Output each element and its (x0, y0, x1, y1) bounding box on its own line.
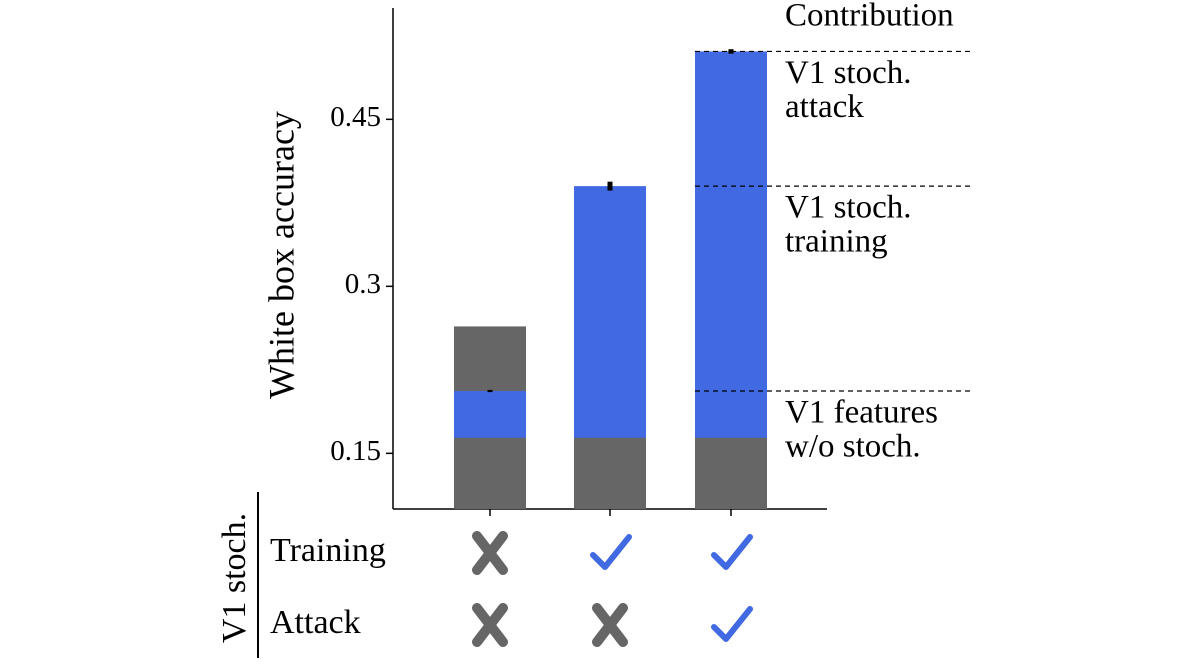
cross-icon (592, 603, 628, 647)
conditions-label: V1 stoch. (216, 513, 253, 643)
annotation: V1 stoch. (785, 55, 912, 91)
y-tick-label: 0.15 (330, 435, 381, 467)
y-axis-label: White box accuracy (261, 111, 301, 399)
annotation: training (785, 224, 888, 260)
annotation-title: Contribution (785, 0, 954, 34)
y-tick-label: 0.3 (345, 268, 381, 300)
y-tick-label: 0.45 (330, 101, 381, 133)
bar-segment (454, 390, 526, 438)
bar-segment (574, 186, 646, 438)
check-icon (711, 534, 753, 570)
bar-segment (695, 51, 767, 438)
cross-icon (472, 603, 508, 647)
annotation: V1 features (785, 395, 938, 431)
condition-label: Training (270, 532, 386, 569)
annotation: w/o stoch. (785, 429, 921, 465)
annotation: V1 stoch. (785, 190, 912, 226)
annotation: attack (785, 89, 864, 125)
condition-label: Attack (270, 604, 361, 641)
check-icon (711, 606, 753, 642)
cross-icon (472, 531, 508, 575)
check-icon (590, 534, 632, 570)
